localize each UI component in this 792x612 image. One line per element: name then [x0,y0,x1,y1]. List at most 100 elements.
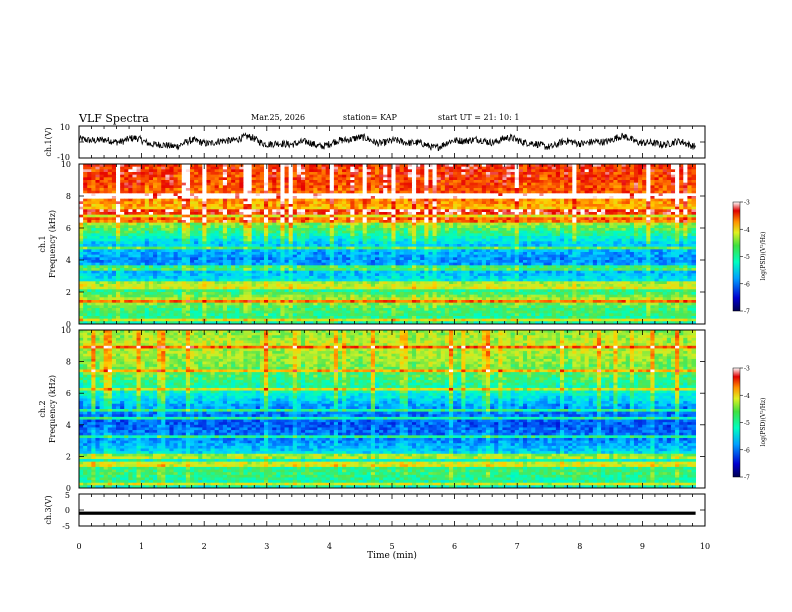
spectrogram-cell [161,249,166,253]
spectrogram-cell [128,196,133,200]
spectrogram-cell [547,177,553,181]
spectrogram-cell [617,241,623,245]
spectrogram-cell [263,180,269,184]
spectrogram-cell [580,206,586,210]
spectrogram-cell [226,222,232,226]
spectrogram-cell [161,182,166,186]
spectrogram-cell [239,190,244,194]
spectrogram-cell [194,238,199,242]
spectrogram-cell [95,206,100,210]
spectrogram-cell [658,217,664,221]
spectrogram-cell [374,172,380,176]
spectrogram-cell [395,225,401,229]
spectrogram-cell [337,190,343,194]
spectrogram-cell [132,236,137,240]
spectrogram-cell [165,204,170,208]
spectrogram-cell [370,217,376,221]
spectrogram-cell [518,166,524,170]
spectrogram-cell [132,241,137,245]
spectrogram-cell [535,222,540,226]
spectrogram-cell [185,228,191,232]
spectrogram-cell [218,180,224,184]
spectrogram-cell [481,206,487,210]
spectrogram-cell [559,174,565,178]
spectrogram-cell [683,225,688,229]
spectrogram-cell [263,225,269,229]
spectrogram-cell [152,172,158,176]
spectrogram-cell [601,185,606,189]
spectrogram-cell [120,230,125,234]
spectrogram-cell [218,177,224,181]
spectrogram-cell [226,198,232,202]
spectrogram-cell [305,169,310,173]
spectrogram-cell [638,182,643,186]
spectrogram-cell [444,214,450,218]
spectrogram-cell [157,188,162,192]
spectrogram-cell [522,182,528,186]
spectrogram-cell [259,174,265,178]
spectrogram-cell [255,164,261,168]
spectrogram-cell [95,209,100,213]
spectrogram-cell [259,238,265,242]
spectrogram-cell [362,193,368,197]
spectrogram-cell [95,188,100,192]
spectrogram-cell [128,230,133,234]
spectrogram-cell [399,228,405,232]
spectrogram-cell [638,177,643,181]
spectrogram-cell [453,222,458,226]
spectrogram-cell [218,206,224,210]
spectrogram-cell [666,222,672,226]
spectrogram-cell [342,233,347,237]
spectrogram-cell [416,188,421,192]
spectrogram-cell [235,214,240,218]
spectrogram-cell [226,180,232,184]
spectrogram-cell [317,177,322,181]
spectrogram-cell [551,172,557,176]
spectrogram-cell [173,177,179,181]
spectrogram-cell [391,190,396,194]
spectrogram-cell [502,222,507,226]
spectrogram-cell [185,204,191,208]
spectrogram-cell [646,193,651,197]
spectrogram-cell [354,190,359,194]
spectrogram-cell [280,182,285,186]
spectrogram-cell [498,230,503,234]
spectrogram-cell [448,174,454,178]
spectrogram-cell [440,228,446,232]
spectrogram-cell [535,188,540,192]
spectrogram-cell [152,214,158,218]
spectrogram-cell [268,230,273,234]
spectrogram-cell [383,236,388,240]
spectrogram-cell [321,225,327,229]
spectrogram-cell [346,174,351,178]
spectrogram-cell [255,193,261,197]
spectrogram-cell [202,228,207,232]
spectrogram-cell [218,185,224,189]
spectrogram-cell [144,222,150,226]
spectrogram-cell [572,217,577,221]
spectrogram-cell [358,233,364,237]
spectrogram-cell [206,230,211,234]
spectrogram-cell [157,209,162,213]
spectrogram-cell [473,220,479,224]
spectrogram-cell [226,182,232,186]
spectrogram-cell [177,220,183,224]
spectrogram-cell [613,244,618,248]
spectrogram-cell [592,228,598,232]
spectrogram-cell [679,246,684,250]
spectrogram-cell [576,222,581,226]
spectrogram-cell [189,222,195,226]
spectrogram-cell [576,204,581,208]
spectrogram-cell [91,166,96,170]
spectrogram-cell [584,220,590,224]
spectrogram-cell [148,169,154,173]
spectrogram-cell [662,188,668,192]
spectrogram-cell [292,230,298,234]
spectrogram-cell [152,225,158,229]
spectrogram-cell [473,169,479,173]
date-label: Mar.25, 2026 [251,113,306,122]
spectrogram-cell [132,177,137,181]
spectrogram-cell [222,217,228,221]
spectrogram-cell [255,198,261,202]
